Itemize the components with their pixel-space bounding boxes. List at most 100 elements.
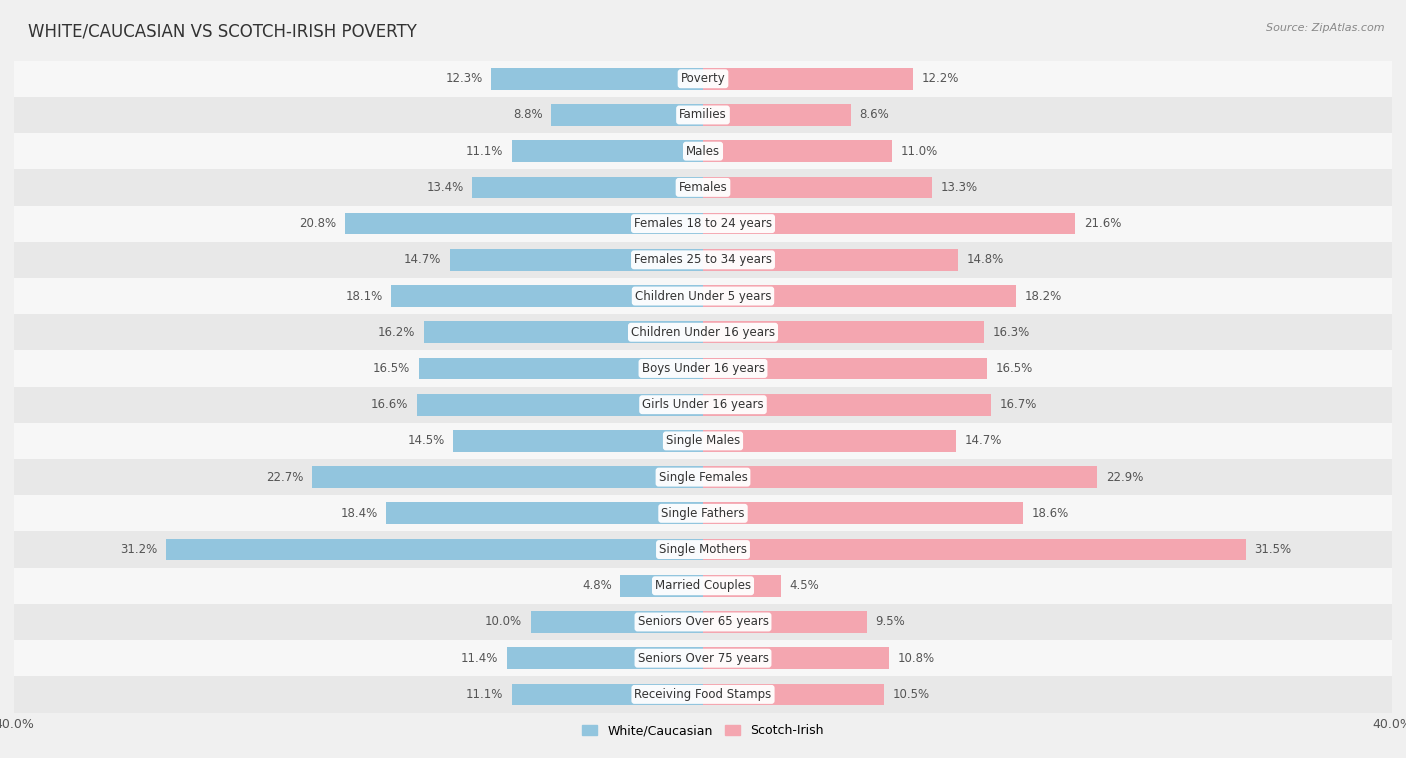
Text: Girls Under 16 years: Girls Under 16 years bbox=[643, 398, 763, 411]
Text: 22.9%: 22.9% bbox=[1107, 471, 1143, 484]
Bar bbox=[703, 140, 893, 162]
Bar bbox=[0, 604, 1406, 640]
Bar bbox=[703, 249, 957, 271]
Bar bbox=[344, 213, 703, 234]
Text: Females 25 to 34 years: Females 25 to 34 years bbox=[634, 253, 772, 266]
Bar bbox=[0, 133, 1406, 169]
Text: 11.1%: 11.1% bbox=[465, 688, 503, 701]
Text: Single Fathers: Single Fathers bbox=[661, 507, 745, 520]
Bar bbox=[703, 213, 1076, 234]
Bar bbox=[312, 466, 703, 488]
Text: 16.5%: 16.5% bbox=[995, 362, 1033, 375]
Bar bbox=[531, 611, 703, 633]
Bar bbox=[620, 575, 703, 597]
Bar bbox=[703, 285, 1017, 307]
Text: 11.4%: 11.4% bbox=[461, 652, 498, 665]
Text: Females 18 to 24 years: Females 18 to 24 years bbox=[634, 217, 772, 230]
Text: Married Couples: Married Couples bbox=[655, 579, 751, 592]
Bar bbox=[512, 140, 703, 162]
Text: 9.5%: 9.5% bbox=[875, 615, 905, 628]
Bar bbox=[0, 531, 1406, 568]
Bar bbox=[387, 503, 703, 525]
Bar bbox=[703, 177, 932, 199]
Text: 16.5%: 16.5% bbox=[373, 362, 411, 375]
Bar bbox=[703, 575, 780, 597]
Text: 16.7%: 16.7% bbox=[1000, 398, 1036, 411]
Text: 4.8%: 4.8% bbox=[582, 579, 612, 592]
Text: Poverty: Poverty bbox=[681, 72, 725, 85]
Text: 10.8%: 10.8% bbox=[897, 652, 935, 665]
Bar bbox=[703, 503, 1024, 525]
Bar bbox=[703, 321, 984, 343]
Bar bbox=[0, 676, 1406, 713]
Text: 11.1%: 11.1% bbox=[465, 145, 503, 158]
Text: 31.2%: 31.2% bbox=[120, 543, 157, 556]
Bar bbox=[506, 647, 703, 669]
Bar bbox=[0, 314, 1406, 350]
Text: 10.5%: 10.5% bbox=[893, 688, 929, 701]
Text: 14.7%: 14.7% bbox=[404, 253, 441, 266]
Bar bbox=[0, 169, 1406, 205]
Bar bbox=[450, 249, 703, 271]
Text: 20.8%: 20.8% bbox=[299, 217, 336, 230]
Text: Single Females: Single Females bbox=[658, 471, 748, 484]
Text: 14.8%: 14.8% bbox=[966, 253, 1004, 266]
Bar bbox=[419, 358, 703, 379]
Bar bbox=[491, 68, 703, 89]
Bar bbox=[703, 358, 987, 379]
Legend: White/Caucasian, Scotch-Irish: White/Caucasian, Scotch-Irish bbox=[578, 719, 828, 742]
Bar bbox=[0, 568, 1406, 604]
Text: 14.5%: 14.5% bbox=[408, 434, 444, 447]
Text: 12.3%: 12.3% bbox=[446, 72, 482, 85]
Bar bbox=[0, 97, 1406, 133]
Text: 13.4%: 13.4% bbox=[426, 181, 464, 194]
Bar bbox=[0, 205, 1406, 242]
Bar bbox=[703, 430, 956, 452]
Text: 18.4%: 18.4% bbox=[340, 507, 377, 520]
Bar bbox=[418, 394, 703, 415]
Text: 10.0%: 10.0% bbox=[485, 615, 522, 628]
Bar bbox=[0, 387, 1406, 423]
Text: 22.7%: 22.7% bbox=[266, 471, 304, 484]
Bar bbox=[391, 285, 703, 307]
Bar bbox=[472, 177, 703, 199]
Bar bbox=[0, 61, 1406, 97]
Bar bbox=[0, 350, 1406, 387]
Text: 11.0%: 11.0% bbox=[901, 145, 938, 158]
Bar bbox=[166, 539, 703, 560]
Text: Seniors Over 65 years: Seniors Over 65 years bbox=[637, 615, 769, 628]
Text: Seniors Over 75 years: Seniors Over 75 years bbox=[637, 652, 769, 665]
Bar bbox=[0, 495, 1406, 531]
Text: 31.5%: 31.5% bbox=[1254, 543, 1291, 556]
Bar bbox=[0, 640, 1406, 676]
Bar bbox=[0, 423, 1406, 459]
Bar bbox=[0, 242, 1406, 278]
Text: 18.2%: 18.2% bbox=[1025, 290, 1063, 302]
Bar bbox=[703, 104, 851, 126]
Text: 18.1%: 18.1% bbox=[346, 290, 382, 302]
Bar bbox=[703, 68, 912, 89]
Text: 8.8%: 8.8% bbox=[513, 108, 543, 121]
Bar bbox=[0, 278, 1406, 314]
Text: 13.3%: 13.3% bbox=[941, 181, 977, 194]
Text: Children Under 16 years: Children Under 16 years bbox=[631, 326, 775, 339]
Text: Receiving Food Stamps: Receiving Food Stamps bbox=[634, 688, 772, 701]
Text: 18.6%: 18.6% bbox=[1032, 507, 1069, 520]
Text: 16.6%: 16.6% bbox=[371, 398, 409, 411]
Bar bbox=[453, 430, 703, 452]
Bar bbox=[512, 684, 703, 705]
Text: Boys Under 16 years: Boys Under 16 years bbox=[641, 362, 765, 375]
Text: 21.6%: 21.6% bbox=[1084, 217, 1121, 230]
Bar bbox=[703, 611, 866, 633]
Text: 12.2%: 12.2% bbox=[922, 72, 959, 85]
Bar bbox=[425, 321, 703, 343]
Text: Single Mothers: Single Mothers bbox=[659, 543, 747, 556]
Bar bbox=[703, 466, 1098, 488]
Text: 8.6%: 8.6% bbox=[859, 108, 890, 121]
Text: Source: ZipAtlas.com: Source: ZipAtlas.com bbox=[1267, 23, 1385, 33]
Bar bbox=[703, 539, 1246, 560]
Text: Children Under 5 years: Children Under 5 years bbox=[634, 290, 772, 302]
Text: 16.3%: 16.3% bbox=[993, 326, 1029, 339]
Text: WHITE/CAUCASIAN VS SCOTCH-IRISH POVERTY: WHITE/CAUCASIAN VS SCOTCH-IRISH POVERTY bbox=[28, 23, 418, 41]
Bar bbox=[703, 684, 884, 705]
